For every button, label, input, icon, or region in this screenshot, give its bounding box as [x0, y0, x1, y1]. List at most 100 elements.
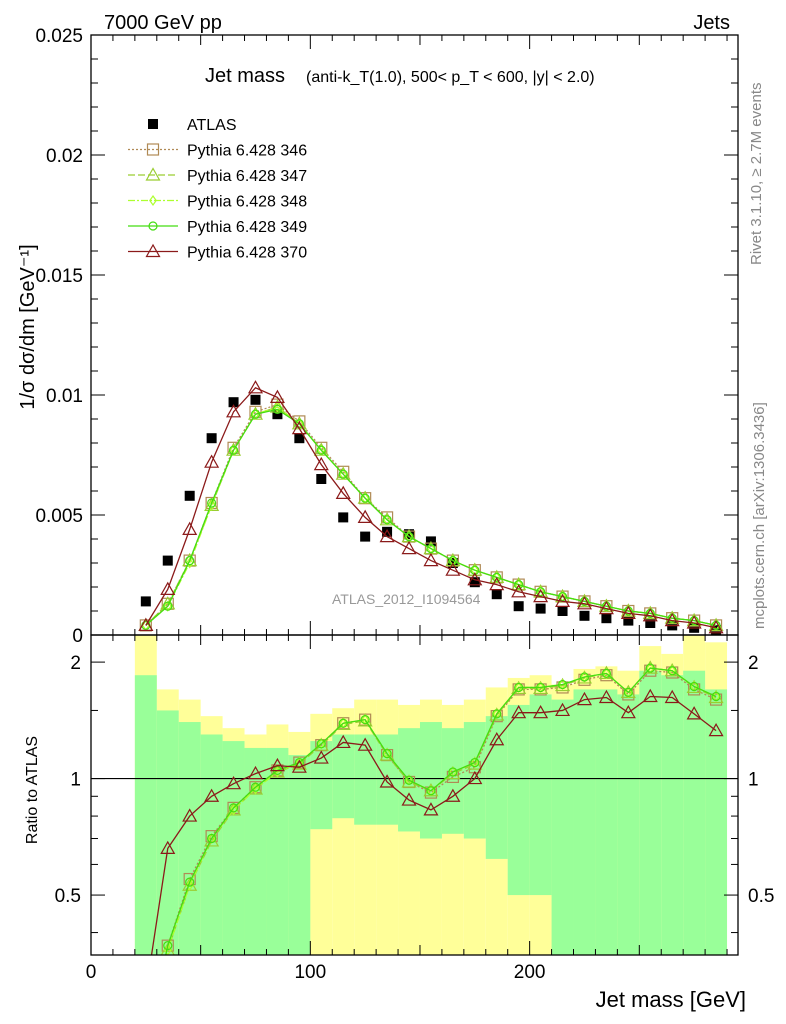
main-point-5-19 — [555, 593, 571, 608]
main-point-3-2 — [185, 557, 194, 569]
ratio-point-0-16 — [490, 710, 503, 723]
main-point-5-15 — [467, 572, 483, 586]
ratio-point-3-17 — [514, 682, 524, 693]
ratio-point-4-2 — [182, 808, 198, 822]
energy-header: 7000 GeV pp — [104, 12, 222, 34]
main-point-0-6 — [272, 409, 283, 420]
main-point-4-17 — [514, 579, 524, 590]
ratio-point-3-13 — [426, 786, 436, 796]
legend: ATLAS Pythia 6.428 346 Pythia 6.428 347 Pyt… — [128, 117, 307, 262]
main-y-tick-label-3: 0.015 — [35, 266, 83, 287]
main-point-5-25 — [686, 615, 702, 629]
ratio-point-4-25 — [686, 706, 702, 720]
main-point-4-6 — [272, 404, 283, 414]
ratio-y-tick-label-2: 2 — [70, 653, 81, 674]
band_inner-bin-9 — [332, 734, 355, 819]
ratio-point-3-2 — [185, 877, 195, 887]
band_inner-bin-23 — [639, 670, 662, 955]
main-point-5-22 — [620, 605, 636, 620]
ratio-point-3-16 — [492, 709, 502, 719]
main-y-tick-label-2: 0.01 — [46, 386, 83, 407]
main-point-5-7 — [291, 420, 307, 435]
legend-marker-2 — [145, 167, 161, 181]
band_inner-bin-15 — [463, 722, 486, 839]
ratio-point-3-21 — [601, 668, 612, 678]
legend-marker-1 — [146, 143, 160, 156]
ratio-point-3-10 — [360, 715, 370, 725]
ratio-point-3-22 — [623, 687, 633, 698]
ratio-point-4-24 — [664, 689, 680, 704]
main-point-4-2 — [185, 555, 195, 566]
ratio-x-tick-label-0: 0 — [86, 962, 97, 983]
band_inner-bin-24 — [661, 675, 684, 955]
main-point-4-12 — [404, 531, 414, 542]
main-point-5-10 — [357, 509, 373, 524]
main-point-5-2 — [182, 521, 198, 536]
main-point-4-13 — [426, 543, 436, 554]
main-point-0-3 — [206, 433, 217, 444]
mcplots-label: mcplots.cern.ch [arXiv:1306.3436] — [751, 402, 768, 629]
ratio-point-2-4 — [229, 804, 238, 816]
legend-label-5: Pythia 6.428 370 — [187, 245, 307, 262]
main-point-1-9 — [337, 465, 350, 478]
main-point-0-16 — [491, 589, 502, 600]
main-point-5-20 — [576, 596, 593, 610]
ratio-point-3-1 — [163, 941, 173, 951]
legend-marker-3 — [149, 194, 157, 207]
main-point-4-11 — [382, 515, 392, 525]
ratio-point-4-14 — [445, 788, 461, 802]
band_inner-bin-10 — [354, 734, 377, 825]
main-point-0-4 — [228, 397, 239, 408]
ratio-point-3-4 — [228, 803, 239, 813]
ratio-y-tick-label-right-2: 2 — [748, 653, 759, 674]
main-point-5-24 — [664, 612, 680, 627]
ratio-point-3-9 — [338, 718, 348, 728]
ratio-y-tick-label-1: 1 — [70, 770, 81, 791]
ratio-point-4-1 — [160, 840, 176, 855]
legend-label-3: Pythia 6.428 348 — [187, 194, 307, 211]
band_inner-bin-6 — [266, 747, 289, 955]
main-point-0-21 — [601, 613, 612, 624]
main-series-layer — [138, 380, 724, 635]
band_inner-bin-1 — [156, 710, 179, 955]
main-point-5-8 — [313, 456, 329, 471]
ratio-x-tick-label-2: 200 — [514, 962, 546, 983]
ratio-point-3-24 — [667, 666, 677, 676]
main-point-1-4 — [227, 441, 240, 454]
main-point-0-20 — [579, 610, 590, 621]
band_inner-bin-14 — [441, 728, 464, 834]
ratio-point-4-12 — [401, 792, 417, 806]
main-point-5-6 — [269, 389, 285, 403]
ratio-point-4-23 — [642, 688, 658, 703]
main-point-4-16 — [492, 572, 502, 583]
main-point-5-0 — [138, 617, 154, 632]
band_inner-bin-18 — [529, 694, 552, 896]
ratio-point-4-8 — [313, 750, 329, 764]
band_inner-bin-8 — [310, 741, 333, 830]
main-point-0-5 — [250, 394, 261, 405]
main-line-4 — [145, 408, 717, 627]
main-point-5-11 — [379, 528, 395, 543]
main-point-4-10 — [360, 493, 370, 503]
band_inner-bin-20 — [573, 689, 596, 955]
ratio-point-0-3 — [205, 830, 218, 843]
ratio-point-3-15 — [470, 757, 480, 768]
legend-label-0: ATLAS — [187, 117, 237, 134]
main-point-1-3 — [205, 496, 218, 510]
main-point-0-8 — [316, 474, 327, 484]
ratio-point-3-23 — [645, 663, 655, 673]
ratio-frame — [90, 634, 739, 956]
main-point-4-18 — [536, 587, 546, 597]
ratio-point-3-8 — [316, 739, 326, 749]
ratio-point-4-5 — [247, 765, 264, 780]
main-point-4-1 — [163, 601, 173, 611]
main-point-4-8 — [316, 445, 326, 455]
main-point-4-5 — [250, 409, 261, 419]
main-point-0-10 — [360, 531, 371, 542]
main-point-5-26 — [708, 620, 724, 634]
ratio-y-tick-label-0: 0.5 — [55, 886, 81, 907]
ratio-point-3-26 — [711, 691, 721, 702]
ratio-point-3-20 — [579, 672, 590, 682]
jets-header: Jets — [693, 12, 730, 34]
band_inner-bin-3 — [200, 734, 223, 955]
